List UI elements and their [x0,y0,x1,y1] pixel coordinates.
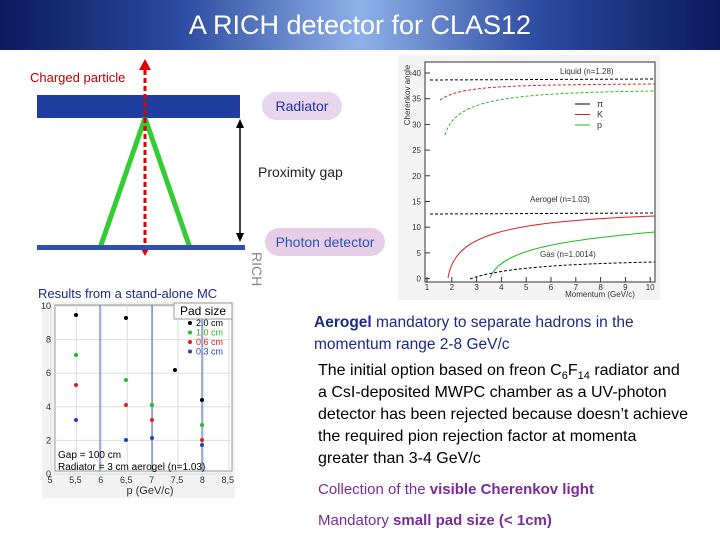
y-tick-label: 10 [41,301,51,311]
x-tick-label: 7 [574,283,579,292]
radiator-label: Radiator [276,98,329,114]
x-tick-label: 6 [98,475,103,485]
bold: small pad size (< 1cm) [393,512,552,529]
arrow-head [236,119,244,128]
y-tick-label: 10 [412,223,421,232]
mc-note: Radiator = 3 cm aerogel (n=1.03) [58,462,205,473]
y-tick-label: 25 [412,146,421,155]
y-tick-label: 0 [46,469,51,479]
mc-caption: Results from a stand-alone MC [38,286,217,301]
angle-legend: πKp [575,99,603,130]
legend-label: 2.0 cm [196,318,223,328]
y-tick-label: 2 [46,435,51,445]
legend-dot [188,349,192,354]
mc-x-label: p (GeV/c) [126,485,173,497]
x-tick-label: 8 [200,475,205,485]
text: radiator and a CsI-deposited MWPC chambe… [318,362,689,467]
mc-legend: 2.0 cm1.0 cm0.6 cm0.3 cm [188,318,223,357]
text: The initial option based on freon C [318,362,562,379]
y-tick-label: 20 [412,172,421,181]
legend-box [173,302,233,320]
x-tick-label: 7 [149,475,154,485]
collection-text: Collection of the visible Cherenkov ligh… [318,479,594,501]
curve-label: Aerogel (n=1.03) [530,195,590,204]
option-text: The initial option based on freon C6F14 … [318,360,690,470]
legend-label: K [597,110,603,120]
bold: Aerogel [314,314,372,331]
curve-label: Liquid (n=1.28) [560,67,614,76]
angle-ticks: 40 35 30 25 20 15 10 5 01 2 3 4 5 6 7 8 9 10 [412,69,655,292]
x-tick-label: 1 [425,283,430,292]
x-tick-label: 5 [47,475,52,485]
y-tick-label: 30 [412,120,421,129]
radiator [37,95,240,118]
text: Mandatory [318,512,394,529]
legend-dot [188,321,192,325]
legend-label: 1.0 cm [196,328,223,338]
legend-dot [188,340,192,344]
y-tick-label: 40 [412,69,421,78]
curves [429,78,656,280]
y-tick-label: 5 [417,249,422,258]
angle-area [424,61,656,283]
photon-ray [97,117,148,249]
pad-text: Mandatory small pad size (< 1cm) [318,510,552,532]
label-pill [262,92,342,120]
subscript: 6 [561,370,568,383]
x-tick-label: 5,5 [69,475,82,485]
header: A RICH detector for CLAS12 [0,0,720,50]
angle-y-label: Cherenkov angle [403,64,412,125]
x-tick-label: 3 [474,283,479,292]
x-tick-label: 7,5 [171,475,184,485]
x-tick-label: 2 [450,283,455,292]
subscript: 14 [577,370,590,383]
particle-label: Charged particle [30,70,125,85]
bold: visible Cherenkov light [429,481,594,498]
gap-label: Proximity gap [258,164,343,180]
text: Collection of the [318,481,430,498]
arrow-head [236,233,244,242]
photon-ray [142,117,193,249]
aerogel-text: Aerogel mandatory to separate hadrons in… [314,312,704,356]
x-tick-label: 6 [549,283,554,292]
legend-label: 0.3 cm [196,347,223,357]
x-tick-label: 8,5 [222,475,235,485]
mc-note: Gap = 100 cm [58,450,121,461]
side-label: RICH [249,252,265,286]
x-tick-label: 5 [524,283,529,292]
legend-dot [188,330,192,335]
mc-legend-title: Pad size [180,304,226,318]
x-tick-label: 10 [646,283,655,292]
label-pill [265,228,385,256]
x-tick-label: 9 [623,283,628,292]
y-tick-label: 6 [46,368,51,378]
x-tick-label: 6,5 [120,475,133,485]
arrow-head [139,59,151,70]
y-tick-label: 4 [46,402,51,412]
detector-label: Photon detector [276,234,375,250]
angle-x-label: Momentum (GeV/c) [565,290,635,299]
mc-points [74,313,204,447]
y-tick-label: 35 [412,95,421,104]
x-tick-label: 4 [499,283,504,292]
curve-label: Gas (n=1.0014) [540,250,596,259]
x-tick-label: 8 [598,283,603,292]
y-tick-label: 0 [417,275,422,284]
legend-label: π [597,99,603,109]
y-tick-label: 8 [46,335,51,345]
text: mandatory to separate hadrons in the mom… [314,314,634,353]
title: A RICH detector for CLAS12 [188,10,532,40]
legend-label: p [597,120,602,130]
y-tick-label: 15 [412,198,421,207]
legend-label: 0.6 cm [196,337,223,347]
text: F [567,362,578,379]
photon-detector [37,245,245,250]
